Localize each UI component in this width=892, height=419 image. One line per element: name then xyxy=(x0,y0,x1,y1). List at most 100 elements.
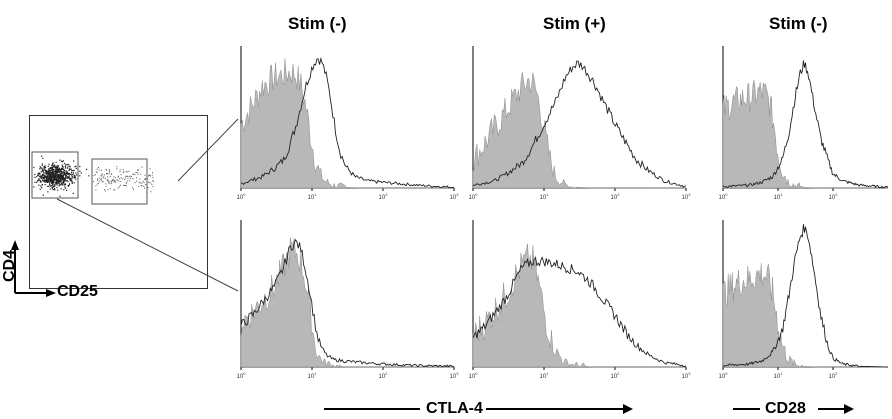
dot-event xyxy=(44,172,47,174)
dot-event xyxy=(53,181,55,183)
dot-event xyxy=(49,180,51,182)
dot-event xyxy=(108,182,110,183)
ctla4-arrow-icon xyxy=(623,404,633,414)
dot-event xyxy=(65,174,68,176)
x-tick-exponent: 1 xyxy=(780,192,783,197)
dot-event xyxy=(71,170,73,172)
dot-event xyxy=(60,182,62,184)
dot-event xyxy=(75,178,77,180)
dot-event xyxy=(127,180,129,182)
x-tick-label: 100 xyxy=(237,192,247,201)
dot-event xyxy=(58,175,60,177)
dot-event xyxy=(49,183,51,185)
dot-event xyxy=(63,189,65,191)
dot-event xyxy=(48,181,50,183)
dot-event xyxy=(63,170,65,172)
histogram-panel-5: 100 101 102 xyxy=(719,216,892,381)
dot-event xyxy=(108,173,110,175)
series-control-filled xyxy=(722,263,888,368)
x-tick-label: 102 xyxy=(611,192,621,201)
dot-event xyxy=(51,163,53,166)
dot-event xyxy=(61,177,63,180)
x-tick-label: 101 xyxy=(308,192,318,201)
dot-event xyxy=(64,179,66,181)
dot-event xyxy=(67,171,69,174)
dot-event xyxy=(51,188,53,190)
dot-event xyxy=(93,181,94,183)
dot-event xyxy=(119,184,121,186)
x-tick-exponent: 2 xyxy=(385,192,388,197)
dot-event xyxy=(43,166,45,168)
dot-event xyxy=(152,176,154,178)
dot-event xyxy=(64,180,66,182)
dot-event xyxy=(56,172,58,174)
dot-event xyxy=(113,180,115,181)
dot-event xyxy=(145,184,147,186)
x-tick-exponent: 0 xyxy=(725,371,728,376)
dot-event xyxy=(61,183,63,185)
dot-event xyxy=(33,166,35,169)
dot-event xyxy=(148,182,150,184)
x-tick-exponent: 0 xyxy=(475,371,478,376)
dot-event xyxy=(112,179,114,181)
dot-event xyxy=(65,164,67,166)
dot-event xyxy=(58,179,60,181)
x-tick-label: 102 xyxy=(379,371,389,380)
dot-event xyxy=(67,166,69,168)
dot-event xyxy=(53,168,55,170)
dot-event xyxy=(59,170,62,172)
dot-event xyxy=(49,173,51,175)
dot-event xyxy=(116,166,118,168)
dot-event xyxy=(39,175,41,177)
dot-event xyxy=(57,179,59,181)
dot-event xyxy=(52,163,54,165)
cd4-arrow-icon xyxy=(11,240,19,250)
dot-event xyxy=(65,170,68,172)
dot-event xyxy=(128,176,130,178)
dot-event xyxy=(58,171,60,173)
dot-event xyxy=(42,175,44,177)
dot-event xyxy=(41,187,43,189)
dot-event xyxy=(64,177,66,180)
dot-event xyxy=(95,189,97,191)
dot-event xyxy=(67,185,69,187)
dot-event xyxy=(73,169,75,171)
dot-event xyxy=(110,182,112,184)
dot-event xyxy=(52,170,54,172)
dot-event xyxy=(63,184,65,186)
dot-event xyxy=(49,175,51,177)
series-stained-outline xyxy=(722,60,889,189)
dot-event xyxy=(49,179,51,181)
dot-event xyxy=(44,167,47,169)
dot-event xyxy=(141,182,143,184)
dot-event xyxy=(60,188,62,190)
dot-event xyxy=(99,177,101,179)
dot-event xyxy=(47,179,49,181)
dot-event xyxy=(72,192,74,194)
dot-event xyxy=(45,173,47,175)
dot-event xyxy=(50,177,52,179)
dot-event xyxy=(109,176,111,178)
dot-event xyxy=(48,170,50,172)
dot-event xyxy=(51,168,53,170)
dot-event xyxy=(52,162,54,164)
dot-event xyxy=(148,175,150,177)
x-tick-exponent: 2 xyxy=(835,192,838,197)
dot-event xyxy=(61,175,63,177)
dot-event xyxy=(52,186,55,188)
dot-event xyxy=(50,185,52,187)
dot-event xyxy=(51,176,53,178)
dot-event xyxy=(125,175,127,177)
dot-event xyxy=(47,169,50,171)
dot-event xyxy=(45,172,47,174)
dot-event xyxy=(64,173,66,175)
dot-event xyxy=(49,168,51,170)
dot-event xyxy=(129,180,131,182)
dot-event xyxy=(39,173,41,175)
dot-event xyxy=(51,186,53,189)
dot-event xyxy=(106,173,108,175)
dot-event xyxy=(70,172,73,174)
dot-event xyxy=(50,180,52,182)
dot-event xyxy=(74,166,76,168)
dot-event xyxy=(56,175,58,178)
